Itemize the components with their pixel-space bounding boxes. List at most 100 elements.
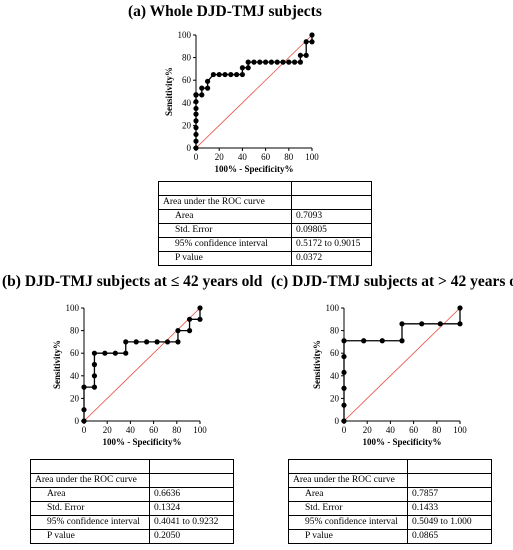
roc-point [309, 39, 315, 45]
x-tick-label: 100 [305, 152, 319, 162]
roc-point [193, 138, 199, 144]
roc-point [245, 65, 251, 71]
table-row-label: P value [30, 529, 150, 544]
table-header-cell [30, 459, 150, 474]
roc-point [263, 59, 269, 65]
roc-point [193, 125, 199, 131]
roc-point [186, 328, 193, 334]
roc-point [123, 339, 129, 345]
roc-point [216, 71, 222, 78]
roc-point [309, 32, 315, 38]
x-tick-label: 40 [238, 152, 248, 162]
roc-curve-line [343, 308, 461, 421]
table-row: Std. Error 0.09805 [158, 223, 372, 238]
roc-point [399, 321, 405, 327]
y-tick-label: 100 [178, 30, 192, 40]
reference-line [195, 34, 313, 149]
roc-point [81, 418, 87, 424]
roc-point [112, 350, 118, 356]
roc-point [437, 321, 443, 327]
roc-point [154, 339, 160, 345]
y-tick-label: 80 [330, 326, 340, 336]
x-tick-label: 0 [194, 152, 199, 162]
roc-point [341, 338, 347, 344]
x-tick-label: 60 [149, 425, 159, 435]
x-axis-label: 100% - Specificity% [215, 164, 294, 174]
roc-point [234, 71, 240, 78]
table-row-value: 0.1324 [149, 501, 234, 516]
roc-point [91, 373, 98, 379]
x-tick-label: 100 [193, 425, 207, 435]
table-row-value: 0.7093 [291, 209, 372, 224]
table-header-row [288, 459, 492, 474]
y-tick-label: 60 [70, 348, 80, 358]
roc-point [297, 52, 303, 58]
table-row: Area 0.7857 [288, 487, 492, 502]
y-axis-label: Sensitivity% [164, 67, 174, 116]
table-row: Area 0.7093 [158, 209, 372, 224]
x-tick-label: 0 [82, 425, 87, 435]
x-axis-label: 100% - Specificity% [103, 437, 182, 447]
roc-point [123, 350, 129, 356]
roc-chart-a: 0 20 40 60 80 100 0 20 40 60 80 100 100% - Specifici… [164, 30, 319, 174]
roc-point [399, 338, 405, 344]
table-row-value: 0.09805 [291, 223, 372, 238]
table-row-value: 0.4041 to 0.9232 [149, 515, 234, 530]
x-tick-label: 20 [215, 152, 225, 162]
table-row: P value 0.0865 [288, 529, 492, 544]
roc-point [419, 321, 425, 327]
x-tick-label: 80 [172, 425, 182, 435]
x-tick-label: 80 [432, 425, 442, 435]
roc-point [205, 85, 211, 91]
roc-point [361, 338, 367, 344]
table-row-label: Std. Error [30, 501, 150, 516]
y-axis-label: Sensitivity% [312, 340, 322, 389]
y-tick-label: 100 [326, 303, 340, 313]
table-row: 95% confidence interval 0.4041 to 0.9232 [30, 515, 234, 530]
x-tick-label: 80 [284, 152, 294, 162]
roc-point [245, 59, 251, 65]
stats-table-c: Area under the ROC curve Area 0.7857 Std.… [288, 459, 492, 544]
roc-point [205, 78, 211, 84]
x-tick-label: 20 [363, 425, 373, 435]
roc-point [193, 92, 199, 98]
y-tick-label: 20 [330, 393, 340, 403]
roc-point [457, 305, 463, 311]
roc-point [193, 131, 199, 138]
roc-point [197, 305, 203, 311]
table-row: Std. Error 0.1433 [288, 501, 492, 516]
roc-point [341, 402, 347, 408]
table-row-label: 95% confidence interval [288, 515, 408, 530]
table-row-label: Area [30, 487, 150, 502]
panel-a-title: (a) Whole DJD-TMJ subjects [128, 3, 322, 20]
roc-point [341, 369, 347, 376]
roc-point [133, 339, 139, 345]
y-axis-label: Sensitivity% [52, 340, 62, 389]
roc-point [193, 111, 199, 117]
table-row-value: 0.0372 [291, 251, 372, 266]
roc-chart-b: 0 20 40 60 80 100 0 20 40 60 80 100 100% - Specifici… [52, 303, 207, 447]
roc-point [251, 59, 257, 65]
table-row-label: Std. Error [158, 223, 292, 238]
x-tick-label: 0 [342, 425, 347, 435]
roc-point [193, 99, 199, 105]
roc-point [268, 59, 274, 65]
table-row-label: 95% confidence interval [30, 515, 150, 530]
table-section-label: Area under the ROC curve [30, 473, 150, 488]
table-row-label: Std. Error [288, 501, 408, 516]
roc-point [164, 339, 171, 345]
roc-point [144, 339, 150, 345]
table-section-label: Area under the ROC curve [288, 473, 408, 488]
table-header-cell [291, 181, 372, 196]
table-row: Area under the ROC curve [288, 473, 492, 488]
roc-point [175, 328, 181, 334]
roc-point [210, 71, 216, 78]
roc-point [341, 418, 347, 424]
reference-line [83, 307, 201, 422]
table-row: 95% confidence interval 0.5049 to 1.000 [288, 515, 492, 530]
table-row: Area under the ROC curve [30, 473, 234, 488]
x-tick-label: 20 [103, 425, 113, 435]
table-row-value: 0.2050 [149, 529, 234, 544]
reference-line [343, 307, 461, 422]
roc-point [193, 118, 199, 124]
